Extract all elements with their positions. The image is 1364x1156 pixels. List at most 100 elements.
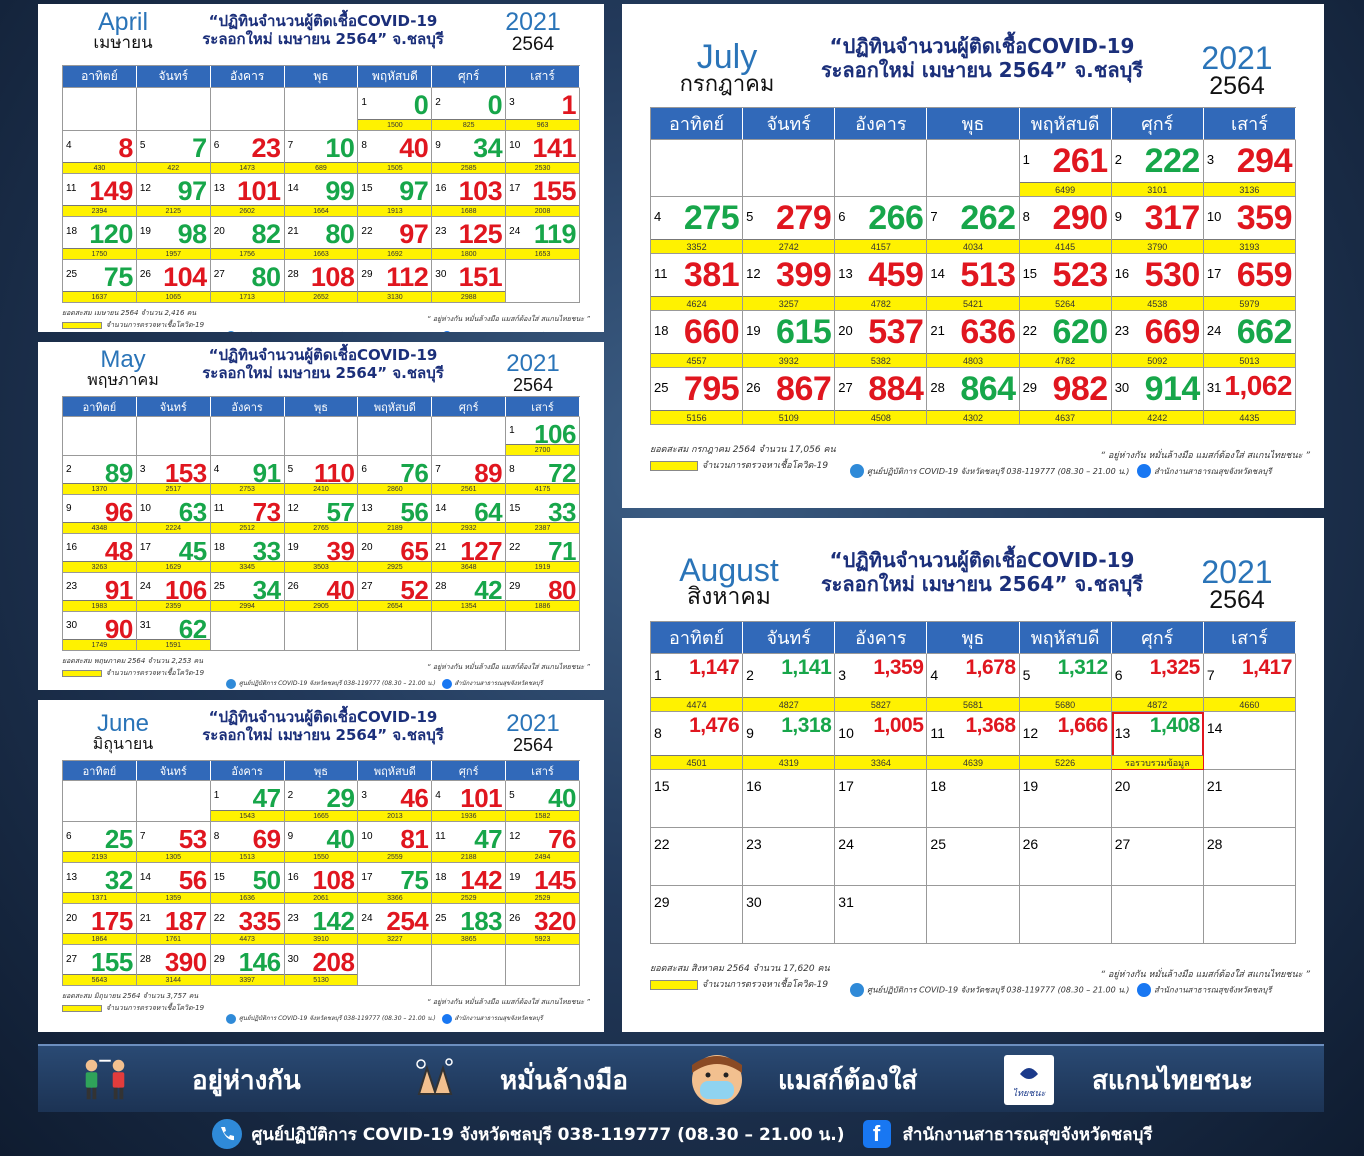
case-count: 80 xyxy=(251,261,282,292)
contact-info: ศูนย์ปฏิบัติการ COVID-19 จังหวัดชลบุรี 0… xyxy=(850,464,1272,478)
test-count: 4242 xyxy=(1111,410,1203,424)
day-cell: 23 91 1983 xyxy=(63,573,137,612)
day-cell: 5 40 1582 xyxy=(506,781,580,822)
case-count: 530 xyxy=(1144,256,1201,295)
banner-label: อยู่ห่างกัน xyxy=(192,1065,301,1096)
day-cell: 13 32 1371 xyxy=(63,863,137,904)
empty-cell xyxy=(210,417,285,456)
case-count: 112 xyxy=(386,261,429,292)
day-cell: 27 80 1713 xyxy=(210,260,285,303)
weekday-header: อาทิตย์ xyxy=(63,66,137,88)
day-number: 19 xyxy=(746,323,761,339)
day-cell: 7 89 2561 xyxy=(432,456,507,495)
case-count: 320 xyxy=(534,905,576,936)
day-number: 31 xyxy=(139,620,151,632)
test-count: 2585 xyxy=(432,162,506,173)
day-number: 22 xyxy=(654,836,670,852)
day-cell: 3 1,359 5827 xyxy=(835,654,928,712)
weekday-header: พฤหัสบดี xyxy=(1019,108,1112,140)
test-count: 4639 xyxy=(927,755,1019,769)
day-cell: 9 96 4348 xyxy=(63,495,137,534)
case-count: 1,318 xyxy=(781,714,832,738)
day-number: 17 xyxy=(361,871,373,883)
test-count: 4827 xyxy=(743,697,835,711)
case-count: 76 xyxy=(548,823,576,854)
test-count: 1886 xyxy=(506,600,579,611)
day-number: 28 xyxy=(139,953,151,965)
weekday-header: พุธ xyxy=(284,66,359,88)
test-count: 430 xyxy=(63,162,136,173)
day-cell: 26 104 1065 xyxy=(136,260,211,303)
day-cell: 6 76 2860 xyxy=(358,456,433,495)
day-cell: 11 47 2188 xyxy=(432,822,507,863)
day-cell: 20 537 5382 xyxy=(835,311,928,368)
case-count: 57 xyxy=(326,496,355,527)
day-number: 5 xyxy=(1022,666,1031,683)
test-count: 4157 xyxy=(835,239,927,253)
test-count: 4145 xyxy=(1019,239,1111,253)
case-count: 75 xyxy=(400,864,429,895)
day-number: 6 xyxy=(361,464,367,476)
test-count: 5382 xyxy=(835,353,927,367)
test-count: 2013 xyxy=(358,810,432,821)
day-number: 24 xyxy=(1206,323,1222,339)
calendar-footer: ยอดสะสม เมษายน 2564 จำนวน 2,416 คน จำนวนก… xyxy=(38,306,604,332)
calendar-grid: อาทิตย์ จันทร์ อังคาร พุธ พฤหัสบดี ศุกร์ เสาร์… xyxy=(62,760,580,986)
day-cell: 25 34 2994 xyxy=(210,573,285,612)
day-number: 1 xyxy=(509,425,515,437)
test-count: 3397 xyxy=(210,974,284,985)
day-cell: 15 50 1636 xyxy=(210,863,285,904)
case-count: 153 xyxy=(164,457,207,488)
case-count: 47 xyxy=(252,782,281,813)
weekday-header: อังคาร xyxy=(210,761,285,781)
calendar-grid: อาทิตย์ จันทร์ อังคาร พุธ พฤหัสบดี ศุกร์ เสาร์… xyxy=(62,65,580,303)
test-count: 4803 xyxy=(927,353,1019,367)
contact-info: ศูนย์ปฏิบัติการ COVID-19 จังหวัดชลบุรี 0… xyxy=(850,983,1272,997)
day-number: 26 xyxy=(139,269,151,281)
test-count: 4538 xyxy=(1111,296,1203,310)
day-number: 3 xyxy=(509,97,515,109)
day-number: 4 xyxy=(435,789,441,801)
day-cell: 27 xyxy=(1111,828,1204,886)
month-name: April เมษายน xyxy=(93,8,153,53)
day-cell: 19 615 3932 xyxy=(743,311,836,368)
day-number: 16 xyxy=(1114,266,1130,282)
day-number: 17 xyxy=(139,542,151,554)
test-count: 2394 xyxy=(63,205,136,216)
case-count: 89 xyxy=(104,457,133,488)
test-count: 1371 xyxy=(63,892,136,903)
case-count: 261 xyxy=(1052,142,1108,181)
test-count: 4474 xyxy=(651,697,743,711)
case-count: 40 xyxy=(399,132,429,163)
test-count: 2765 xyxy=(284,522,358,533)
day-cell: 2 89 1370 xyxy=(63,456,137,495)
day-number: 10 xyxy=(838,724,854,741)
day-number: 31 xyxy=(1206,380,1222,396)
day-number: 16 xyxy=(287,871,299,883)
case-count: 29 xyxy=(326,782,355,813)
case-count: 459 xyxy=(868,256,924,295)
day-number: 6 xyxy=(66,830,72,842)
weekday-header: ศุกร์ xyxy=(432,397,507,417)
day-number: 8 xyxy=(361,140,367,152)
day-cell: 31 62 1591 xyxy=(136,612,211,651)
test-count: 4782 xyxy=(835,296,927,310)
banner-label: สแกนไทยชนะ xyxy=(1092,1065,1253,1096)
weekday-header: ศุกร์ xyxy=(432,761,507,781)
day-number: 22 xyxy=(361,226,373,238)
empty-cell xyxy=(1203,886,1296,944)
calendar-august: August สิงหาคม “ปฏิทินจำนวนผู้ติดเชื้อCOV… xyxy=(622,518,1324,1032)
banner-item-mask: แมสก์ต้องใส่ xyxy=(690,1046,917,1114)
case-count: 7 xyxy=(192,132,207,163)
test-count: 1591 xyxy=(136,639,210,650)
day-cell: 12 1,666 5226 xyxy=(1019,712,1112,770)
test-count: 4508 xyxy=(835,410,927,424)
test-count: 2994 xyxy=(210,600,284,611)
test-count: 4660 xyxy=(1203,697,1295,711)
day-cell: 26 867 5109 xyxy=(743,368,836,425)
day-cell: 16 108 2061 xyxy=(284,863,359,904)
case-count: 1,325 xyxy=(1149,656,1201,680)
weekday-header: พุธ xyxy=(284,397,359,417)
case-count: 1,147 xyxy=(689,656,740,680)
day-cell: 1 47 1543 xyxy=(210,781,285,822)
